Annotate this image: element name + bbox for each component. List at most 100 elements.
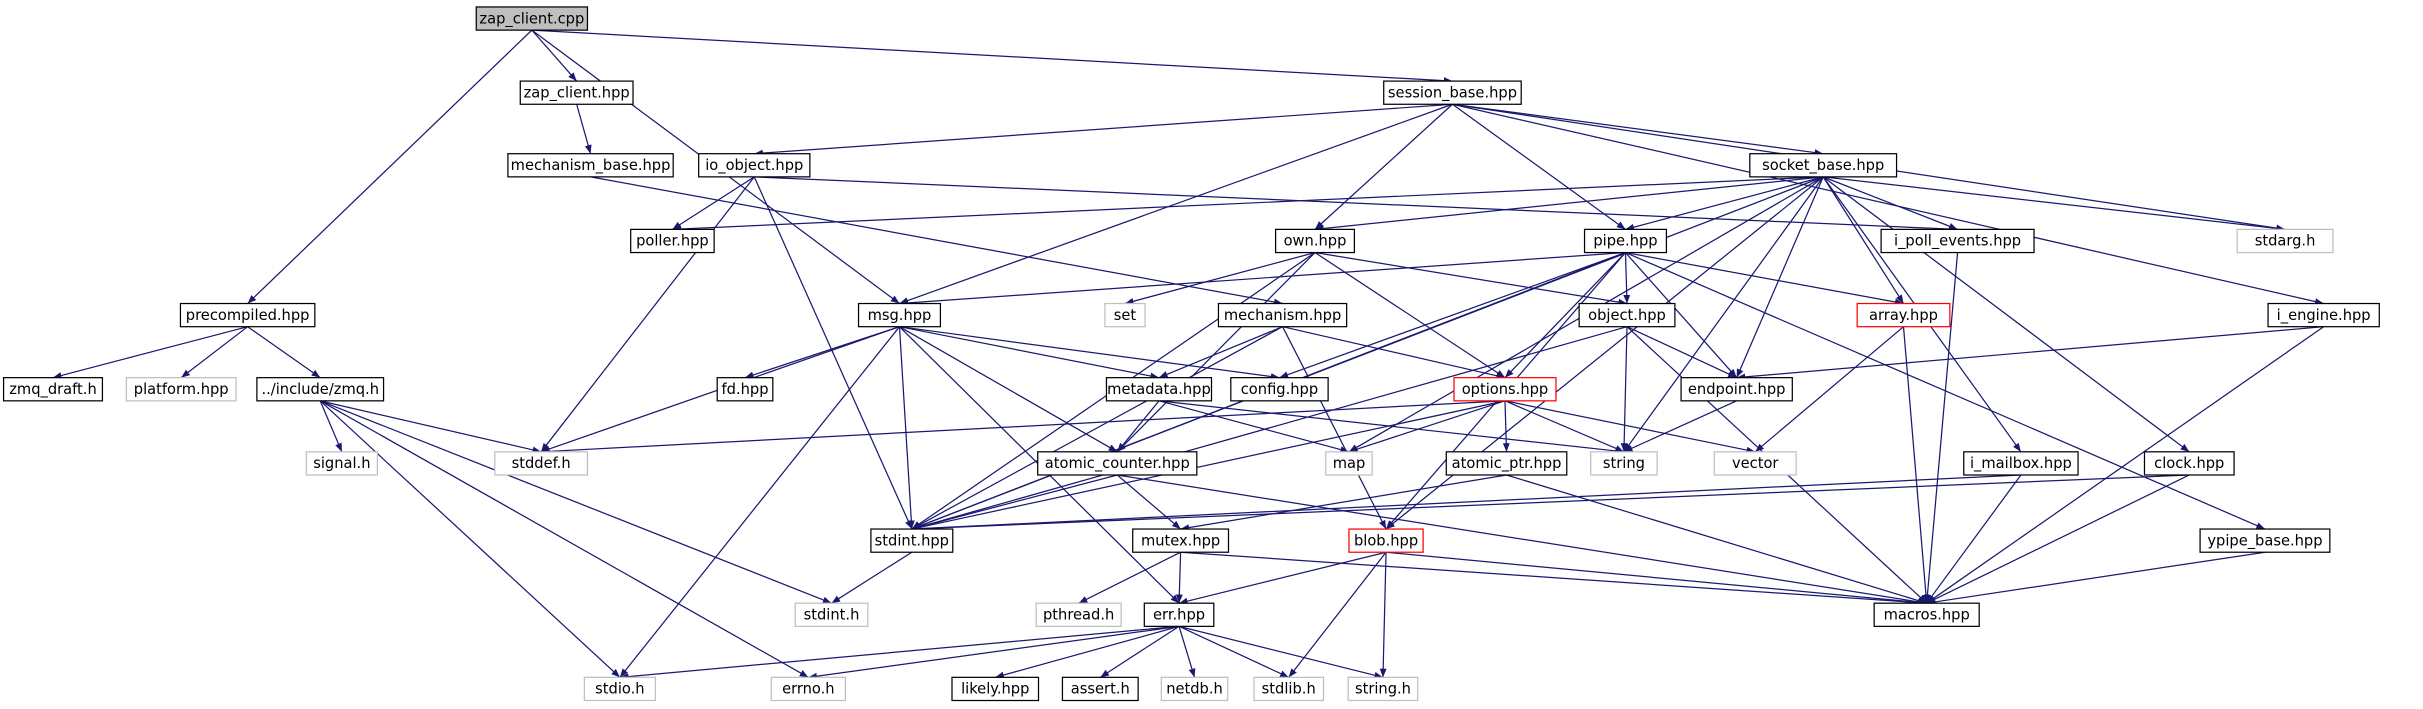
edge — [320, 400, 832, 604]
node-label: clock.hpp — [2154, 455, 2224, 472]
edge — [898, 326, 915, 530]
node-label: i_engine.hpp — [2277, 307, 2371, 324]
node-label: object.hpp — [1588, 307, 1666, 324]
edge — [590, 176, 1283, 306]
edge — [911, 326, 1283, 530]
nodes: zap_client.cpp zap_client.hpp session_base… — [2, 6, 2380, 702]
edge — [1158, 400, 1350, 453]
node-box — [1347, 676, 1419, 702]
node-box — [1873, 602, 1980, 627]
edge — [540, 176, 755, 453]
node-label: platform.hpp — [134, 381, 229, 398]
node-box — [770, 676, 847, 702]
node-label: stdint.h — [804, 607, 860, 624]
node-label: i_mailbox.hpp — [1970, 455, 2072, 472]
node-box — [179, 302, 316, 328]
edge — [672, 176, 755, 230]
edge — [1178, 625, 1384, 679]
node-label: msg.hpp — [868, 307, 932, 324]
edge — [1158, 326, 1283, 379]
edge — [1736, 326, 2324, 381]
edge — [1625, 252, 1738, 379]
edge — [1116, 400, 1160, 453]
edge — [319, 400, 621, 678]
edge — [1314, 176, 1824, 232]
node-box — [794, 602, 869, 627]
edge — [1178, 551, 1387, 605]
node-box — [857, 302, 942, 328]
edge — [1504, 252, 1626, 379]
node-label: poller.hpp — [636, 233, 709, 250]
edge — [899, 103, 1453, 305]
node-label: zap_client.cpp — [479, 10, 584, 27]
edge — [319, 400, 343, 453]
node-box — [1160, 676, 1229, 702]
node-box — [507, 153, 674, 178]
edge — [1348, 400, 1506, 453]
node-box — [1230, 377, 1329, 402]
node-box — [1880, 228, 2035, 254]
node-label: string.h — [1355, 681, 1411, 698]
node-box — [1217, 302, 1348, 328]
edge — [1926, 474, 2190, 604]
edge — [754, 103, 1453, 157]
node-box — [1105, 377, 1213, 402]
node-label: endpoint.hpp — [1688, 381, 1786, 398]
node-label: own.hpp — [1284, 233, 1347, 250]
edge — [1282, 326, 1387, 530]
node-box — [951, 676, 1040, 702]
node-label: assert.h — [1071, 681, 1130, 698]
node-label: ypipe_base.hpp — [2207, 532, 2322, 549]
edge — [1180, 474, 1507, 532]
node-label: options.hpp — [1462, 381, 1549, 398]
node-box — [716, 377, 774, 402]
node-label: errno.h — [782, 681, 835, 698]
node-box — [1445, 451, 1568, 476]
node-label: err.hpp — [1153, 607, 1205, 624]
edge — [1078, 551, 1181, 604]
edge — [619, 326, 900, 678]
node-box — [1274, 228, 1355, 254]
edge — [1178, 625, 1289, 678]
edge — [1452, 103, 1626, 230]
node-label: signal.h — [313, 455, 370, 472]
node-label: precompiled.hpp — [186, 307, 310, 324]
node-label: map — [1333, 455, 1366, 472]
node-box — [1590, 451, 1658, 476]
node-label: atomic_counter.hpp — [1045, 455, 1190, 472]
node-box — [1383, 80, 1522, 105]
node-box — [1856, 302, 1951, 328]
node-box — [519, 80, 634, 105]
node-box — [698, 153, 811, 178]
edge — [1926, 551, 2266, 606]
edge — [1625, 176, 1824, 231]
edge — [1504, 400, 1625, 453]
edge — [1180, 551, 1927, 607]
edge — [1902, 326, 1930, 604]
node-box — [125, 377, 237, 402]
edge — [619, 625, 1180, 680]
edge — [1822, 176, 1905, 304]
edge — [319, 400, 809, 678]
node-label: stddef.h — [512, 455, 571, 472]
edge — [1175, 552, 1183, 604]
node-box — [870, 528, 954, 553]
node-label: mechanism.hpp — [1224, 307, 1341, 324]
node-box — [1061, 676, 1139, 702]
edge — [1452, 103, 1824, 156]
edge — [911, 326, 1628, 531]
edge — [1823, 176, 2286, 232]
node-label: metadata.hpp — [1107, 381, 1211, 398]
edge — [995, 625, 1180, 679]
node-box — [2236, 228, 2334, 254]
node-label: pthread.h — [1043, 607, 1114, 624]
edge — [754, 176, 1958, 233]
edge — [1099, 625, 1180, 678]
edge — [1623, 252, 1631, 304]
node-label: blob.hpp — [1354, 532, 1418, 549]
edge — [899, 326, 1160, 380]
node-label: fd.hpp — [721, 381, 768, 398]
edge — [911, 400, 1506, 531]
